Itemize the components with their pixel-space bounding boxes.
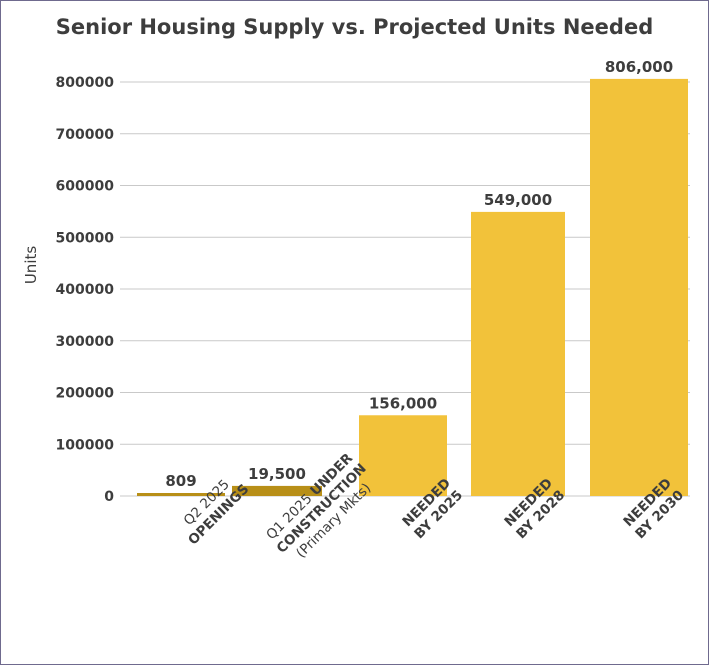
data-label: 19,500 [248,465,306,483]
y-tick-label: 600000 [56,179,115,195]
chart-title: Senior Housing Supply vs. Projected Unit… [55,15,654,39]
bar [359,415,447,496]
data-label: 809 [165,472,196,490]
data-label: 806,000 [605,58,673,76]
bar [471,211,565,496]
y-tick-label: 500000 [56,230,115,246]
y-tick-label: 300000 [56,334,115,350]
bar [137,493,225,496]
y-tick-label: 700000 [56,127,115,143]
y-tick-label: 100000 [56,437,115,453]
y-axis-label: Units [22,246,40,285]
y-tick-label: 0 [104,489,114,505]
data-label: 549,000 [484,191,552,209]
bar [232,485,322,496]
y-tick-label: 200000 [56,386,115,402]
bar [590,78,688,497]
y-tick-label: 400000 [56,282,115,298]
y-tick-label: 800000 [56,75,115,91]
data-label: 156,000 [369,394,437,412]
